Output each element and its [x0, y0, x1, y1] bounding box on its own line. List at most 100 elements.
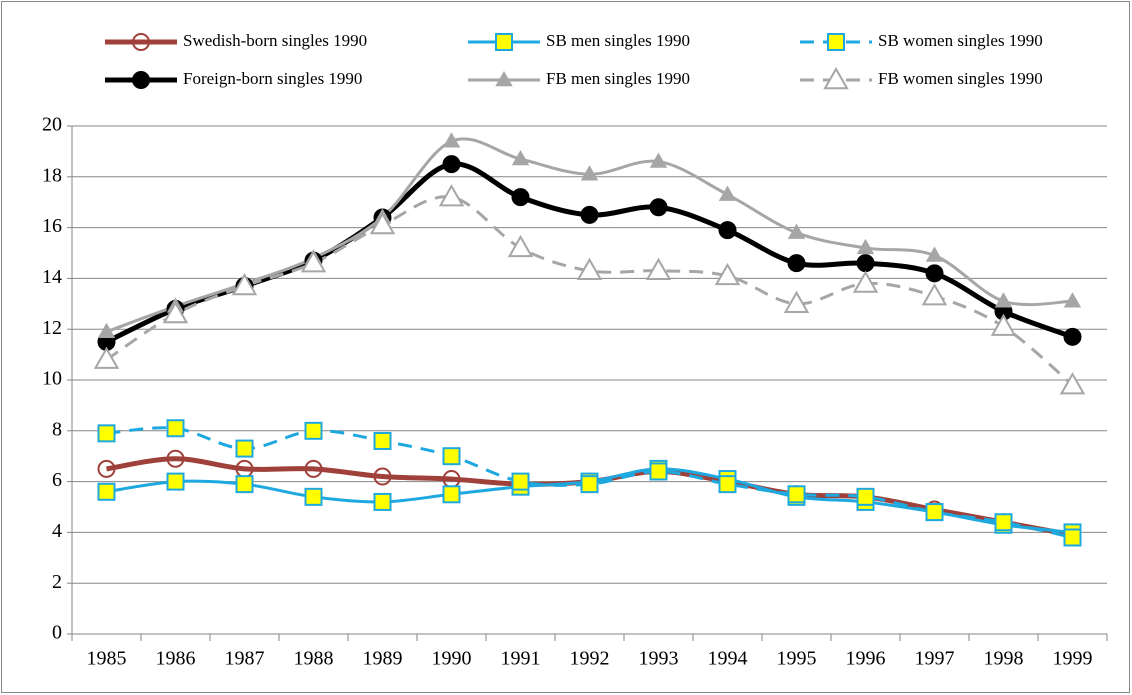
y-tick-label: 0	[52, 622, 62, 644]
legend-label: SB men singles 1990	[546, 31, 690, 50]
marker	[714, 262, 741, 286]
marker	[1059, 372, 1086, 395]
marker	[93, 346, 120, 369]
legend-label: FB men singles 1990	[546, 69, 690, 88]
marker	[787, 254, 806, 273]
y-tick-label: 20	[42, 114, 62, 136]
x-tick-label: 1993	[639, 648, 679, 670]
marker	[442, 447, 461, 466]
marker	[442, 132, 461, 148]
marker	[511, 150, 530, 166]
x-tick-label: 1991	[501, 648, 541, 670]
x-tick-label: 1999	[1053, 648, 1093, 670]
marker	[925, 503, 944, 522]
legend-marker	[823, 66, 849, 90]
marker	[438, 184, 465, 207]
x-tick-label: 1995	[777, 648, 817, 670]
marker	[511, 188, 530, 207]
x-tick-label: 1989	[363, 648, 403, 670]
marker	[511, 472, 530, 491]
marker	[649, 198, 668, 217]
marker	[373, 467, 392, 486]
series-line	[105, 195, 1074, 387]
marker	[97, 482, 116, 501]
marker	[990, 313, 1017, 336]
marker	[373, 492, 392, 511]
marker	[787, 223, 806, 239]
marker	[580, 475, 599, 494]
x-tick-label: 1997	[915, 648, 955, 670]
legend-marker	[495, 33, 513, 51]
marker	[166, 419, 185, 438]
marker	[1063, 327, 1082, 346]
legend-label: FB women singles 1990	[878, 69, 1043, 88]
marker	[304, 421, 323, 440]
marker	[369, 212, 396, 235]
marker	[718, 475, 737, 494]
y-tick-label: 10	[42, 368, 62, 390]
marker	[442, 155, 461, 174]
x-tick-label: 1987	[225, 648, 265, 670]
x-tick-label: 1990	[432, 648, 472, 670]
marker	[576, 257, 603, 281]
x-tick-label: 1996	[846, 648, 886, 670]
marker	[856, 487, 875, 506]
marker	[97, 322, 116, 338]
y-tick-label: 4	[52, 520, 62, 542]
marker	[718, 221, 737, 240]
legend-marker	[132, 71, 150, 89]
y-tick-label: 2	[52, 571, 62, 593]
marker	[649, 462, 668, 481]
y-tick-label: 8	[52, 418, 62, 440]
marker	[1063, 528, 1082, 547]
marker	[649, 152, 668, 168]
marker	[166, 449, 185, 468]
marker	[97, 424, 116, 443]
y-tick-label: 14	[42, 266, 62, 288]
marker	[921, 283, 948, 306]
marker	[231, 273, 258, 296]
marker	[994, 292, 1013, 308]
marker	[718, 185, 737, 201]
marker	[507, 234, 534, 258]
legend-marker	[827, 33, 845, 51]
marker	[856, 238, 875, 255]
y-tick-label: 12	[42, 317, 62, 339]
legend-label: Foreign-born singles 1990	[183, 69, 362, 88]
legend-label: Swedish-born singles 1990	[183, 31, 367, 50]
x-tick-label: 1986	[156, 648, 196, 670]
marker	[373, 431, 392, 450]
marker	[852, 270, 879, 293]
x-tick-label: 1992	[570, 648, 610, 670]
marker	[787, 485, 806, 504]
marker	[97, 459, 116, 478]
marker	[925, 264, 944, 283]
marker	[235, 439, 254, 458]
marker	[580, 205, 599, 224]
marker	[166, 472, 185, 491]
marker	[580, 165, 599, 181]
legend-marker	[132, 33, 150, 51]
marker	[783, 290, 810, 314]
marker	[925, 246, 944, 262]
marker	[304, 487, 323, 506]
marker	[300, 250, 327, 273]
marker	[162, 300, 189, 324]
y-tick-label: 6	[52, 469, 62, 491]
marker	[1063, 292, 1082, 308]
x-tick-label: 1994	[708, 648, 748, 670]
marker	[856, 254, 875, 273]
marker	[442, 485, 461, 504]
marker	[645, 257, 672, 281]
marker	[994, 513, 1013, 532]
x-tick-label: 1998	[984, 648, 1024, 670]
x-tick-label: 1985	[87, 648, 127, 670]
y-tick-label: 16	[42, 215, 62, 237]
legend-marker	[495, 70, 513, 87]
marker	[304, 459, 323, 478]
legend-label: SB women singles 1990	[878, 31, 1043, 50]
x-tick-label: 1988	[294, 648, 334, 670]
